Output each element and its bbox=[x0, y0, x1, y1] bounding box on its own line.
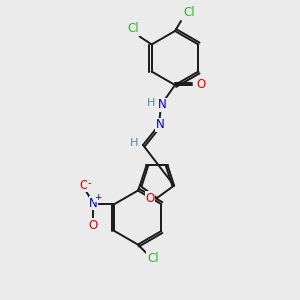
Text: Cl: Cl bbox=[147, 252, 159, 265]
Text: Cl: Cl bbox=[183, 7, 195, 20]
Text: O: O bbox=[146, 191, 154, 205]
Text: H: H bbox=[130, 138, 138, 148]
Text: N: N bbox=[89, 196, 98, 210]
Text: N: N bbox=[156, 118, 164, 131]
Text: Cl: Cl bbox=[128, 22, 140, 35]
Text: O: O bbox=[196, 79, 206, 92]
Text: -: - bbox=[88, 178, 92, 188]
Text: O: O bbox=[89, 219, 98, 232]
Text: H: H bbox=[147, 98, 155, 108]
Text: +: + bbox=[94, 193, 101, 202]
Text: O: O bbox=[80, 178, 89, 192]
Text: N: N bbox=[158, 98, 166, 112]
